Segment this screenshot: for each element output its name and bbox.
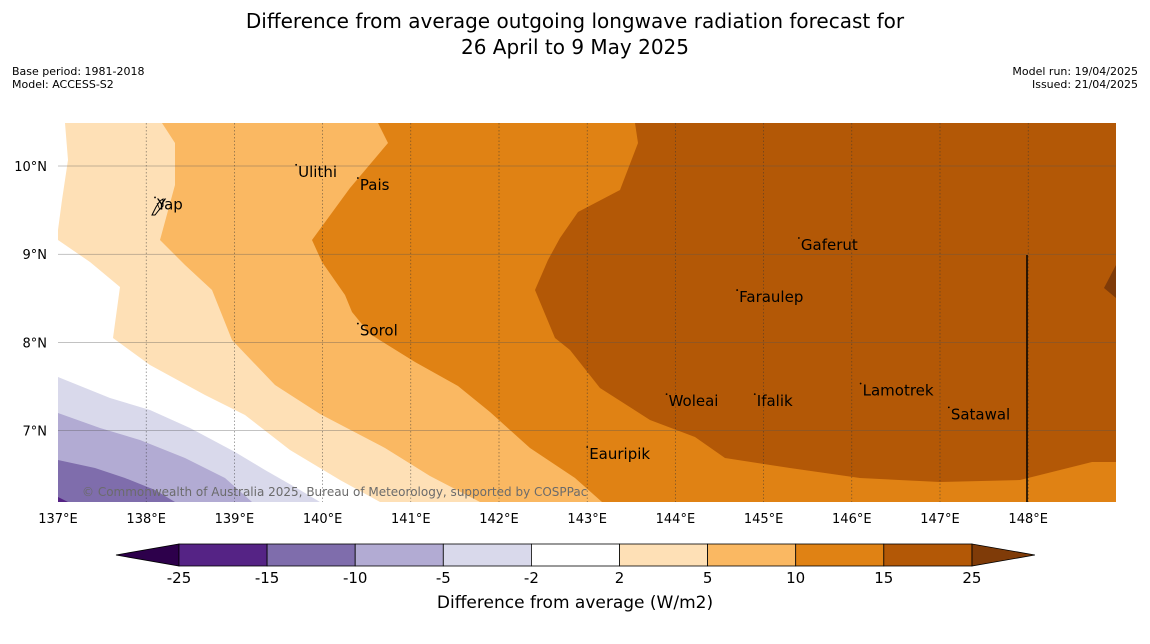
colorbar-swatch: [795, 543, 885, 567]
place-marker: [753, 393, 756, 396]
lon-tick-label: 146°E: [832, 512, 872, 527]
colorbar-tick-label: -10: [343, 569, 368, 587]
colorbar-swatch: [266, 543, 356, 567]
colorbar-swatch: [178, 543, 268, 567]
place-marker: [154, 196, 156, 199]
place-marker: [356, 322, 359, 325]
colorbar-tick-label: -5: [436, 569, 451, 587]
copyright-text: © Commonwealth of Australia 2025, Bureau…: [82, 485, 587, 499]
lon-tick-label: 144°E: [656, 512, 696, 527]
colorbar: -25 -15 -10 -5 -2 2 5 10 15 25: [115, 543, 1035, 587]
colorbar-swatch: [707, 543, 797, 567]
lat-tick-labels: 10°N 9°N 8°N 7°N: [14, 160, 47, 440]
run-info: Model run: 19/04/2025 Issued: 21/04/2025: [1012, 65, 1138, 91]
colorbar-swatch: [531, 543, 620, 567]
place-label: Ifalik: [757, 392, 793, 410]
colorbar-title: Difference from average (W/m2): [436, 593, 714, 613]
base-period-text: Base period: 1981-2018: [12, 65, 145, 78]
place-label: Ulithi: [298, 163, 337, 181]
lon-tick-label: 143°E: [567, 512, 607, 527]
lat-tick-label: 9°N: [23, 248, 48, 263]
colorbar-tick-label: 15: [874, 569, 893, 587]
colorbar-tick-label: 25: [962, 569, 981, 587]
place-label: Woleai: [669, 392, 719, 410]
colorbar-over-arrow: [971, 543, 1035, 567]
issued-text: Issued: 21/04/2025: [1031, 78, 1138, 91]
yap-island-outline: [151, 198, 164, 216]
base-info: Base period: 1981-2018 Model: ACCESS-S2: [12, 65, 144, 91]
lon-tick-label: 138°E: [126, 512, 166, 527]
place-label: Gaferut: [801, 236, 858, 254]
lon-tick-label: 141°E: [391, 512, 431, 527]
lon-tick-label: 140°E: [303, 512, 343, 527]
lon-tick-label: 139°E: [215, 512, 255, 527]
band-15-25: [535, 123, 1116, 482]
colorbar-tick-label: 5: [703, 569, 713, 587]
lon-tick-label: 147°E: [920, 512, 960, 527]
lon-tick-labels: 137°E 138°E 139°E 140°E 141°E 142°E 143°E 144°E…: [38, 512, 1048, 527]
lon-tick-label: 148°E: [1008, 512, 1048, 527]
colorbar-tick-label: -2: [524, 569, 539, 587]
place-label: Lamotrek: [863, 382, 934, 400]
place-label: Pais: [360, 176, 390, 194]
place-marker: [797, 237, 800, 239]
place-marker: [947, 406, 950, 409]
colorbar-under-arrow: [115, 543, 180, 567]
colorbar-swatch: [442, 543, 532, 567]
place-label: Satawal: [951, 405, 1010, 423]
graticule: [58, 123, 1116, 502]
band-over-25: [1104, 265, 1116, 298]
colorbar-tick-label: -15: [255, 569, 280, 587]
lon-tick-label: 142°E: [479, 512, 519, 527]
lat-tick-label: 10°N: [14, 160, 47, 175]
band-neg15-neg25: [58, 497, 68, 502]
lat-tick-label: 7°N: [23, 425, 48, 440]
place-label: Eauripik: [589, 445, 650, 463]
place-marker: [736, 289, 739, 291]
colorbar-swatch: [883, 543, 973, 567]
model-run-text: Model run: 19/04/2025: [1012, 65, 1138, 78]
place-marker: [295, 163, 298, 166]
colorbar-tick-label: 10: [786, 569, 805, 587]
band-neg10-neg15: [58, 460, 175, 502]
chart-title: Difference from average outgoing longwav…: [0, 8, 1150, 60]
title-line-1: Difference from average outgoing longwav…: [245, 9, 905, 33]
lon-tick-label: 145°E: [744, 512, 784, 527]
place-marker: [586, 446, 589, 448]
lat-tick-label: 8°N: [23, 336, 48, 351]
title-line-2: 26 April to 9 May 2025: [461, 35, 689, 59]
place-marker: [859, 382, 862, 385]
place-label: Sorol: [360, 322, 398, 340]
colorbar-swatch: [354, 543, 444, 567]
place-label: Faraulep: [739, 288, 803, 306]
place-marker: [356, 177, 359, 179]
colorbar-swatch: [619, 543, 708, 567]
model-text: Model: ACCESS-S2: [12, 78, 114, 91]
place-labels: Ulithi Pais Yap Gaferut Faraulep Sorol Lamotre…: [154, 163, 1010, 463]
place-marker: [665, 393, 668, 396]
colorbar-tick-label: 2: [615, 569, 625, 587]
colorbar-tick-label: -25: [167, 569, 192, 587]
lon-tick-label: 137°E: [38, 512, 78, 527]
place-label: Yap: [156, 195, 183, 213]
